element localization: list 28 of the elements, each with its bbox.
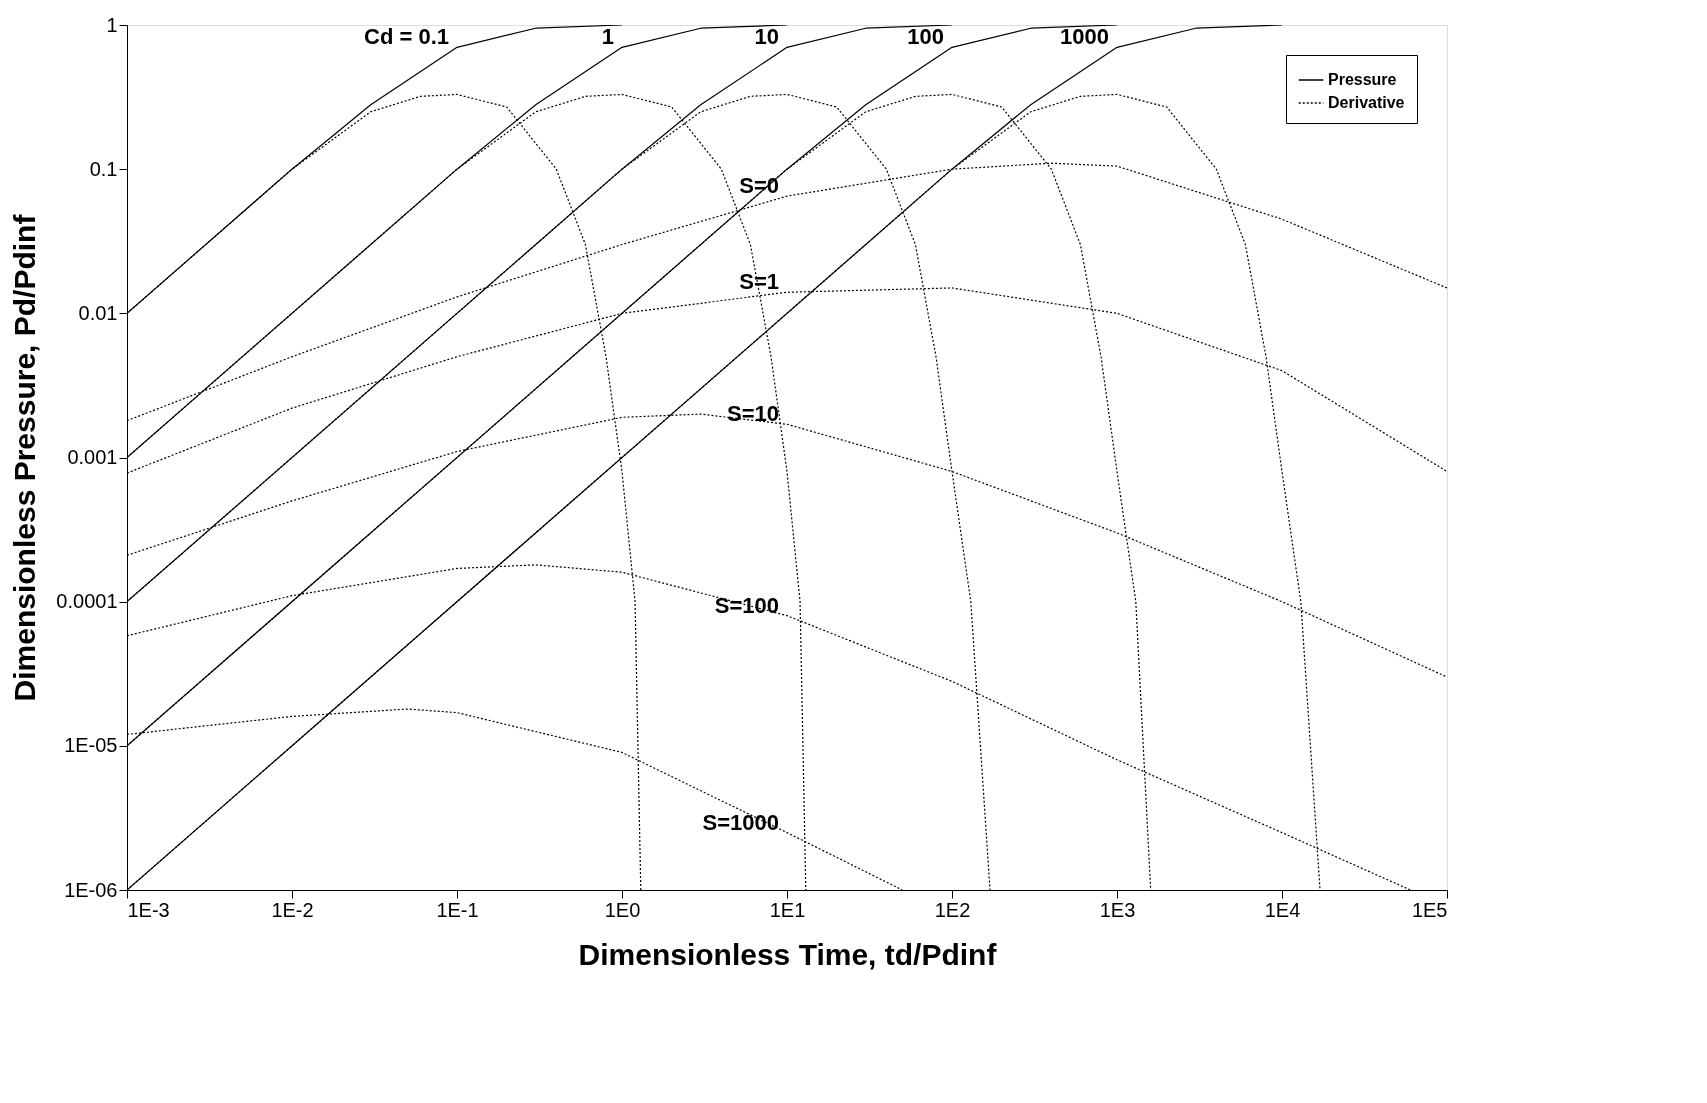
- y-tick-label: 0.0001: [56, 590, 118, 613]
- x-tick-label: 1E3: [1099, 898, 1136, 921]
- y-tick-label: 0.1: [89, 157, 118, 180]
- x-tick-label: 1E-3: [127, 898, 170, 921]
- annotation: S=10: [727, 401, 779, 427]
- x-tick-label: 1E2: [934, 898, 971, 921]
- legend-label: Pressure: [1328, 71, 1397, 88]
- y-tick-label: 0.01: [78, 301, 118, 324]
- x-tick-label: 1E4: [1264, 898, 1301, 921]
- annotation: 100: [907, 24, 944, 50]
- annotation: 10: [754, 24, 779, 50]
- y-tick-label: 1E-05: [64, 734, 118, 757]
- x-tick-label: 1E5: [1411, 898, 1448, 921]
- y-tick-label: 1: [106, 13, 118, 36]
- annotation: 1: [601, 24, 614, 50]
- annotation: S=1: [739, 269, 779, 295]
- x-tick-label: 1E-1: [436, 898, 479, 921]
- x-tick-label: 1E0: [604, 898, 641, 921]
- legend-label: Derivative: [1328, 94, 1405, 111]
- annotation: S=1000: [702, 809, 779, 835]
- y-tick-label: 1E-06: [64, 878, 118, 901]
- annotation: Cd = 0.1: [364, 24, 449, 50]
- x-axis-title: Dimensionless Time, td/Pdinf: [578, 937, 998, 971]
- x-tick-label: 1E-2: [271, 898, 314, 921]
- x-tick-label: 1E1: [769, 898, 806, 921]
- y-tick-label: 0.001: [67, 446, 118, 468]
- y-axis-title: Dimensionless Pressure, Pd/Pdinf: [8, 213, 42, 702]
- annotation: 1000: [1060, 24, 1109, 50]
